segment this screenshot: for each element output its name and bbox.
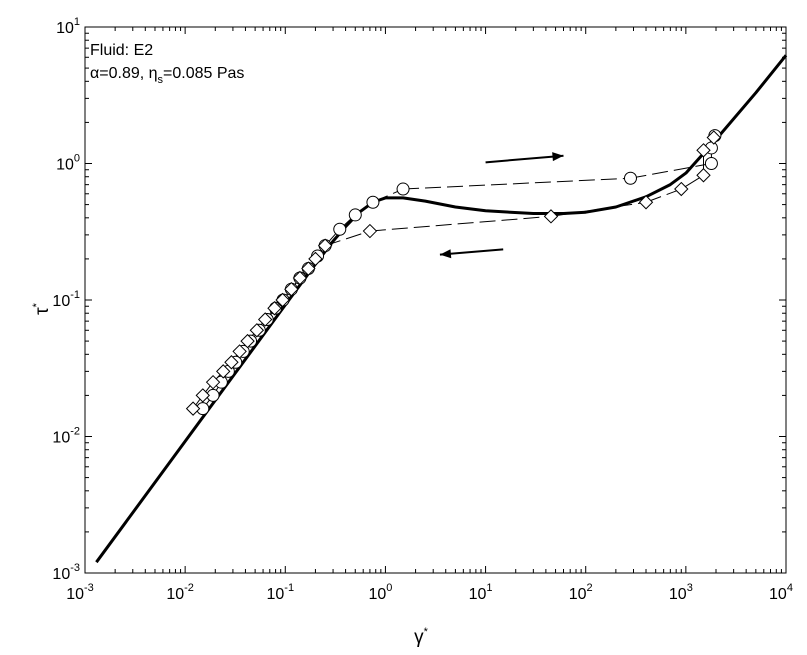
x-tick-base: 10: [769, 586, 787, 603]
up-sweep-connector: [403, 177, 631, 190]
x-tick-label: 10-3: [66, 582, 94, 603]
diamond-marker: [249, 323, 265, 338]
y-tick-base: 10: [56, 157, 74, 174]
x-tick-base: 10: [469, 586, 487, 603]
diamond-marker: [275, 292, 290, 308]
circle-marker: [333, 222, 347, 236]
diamond-marker: [301, 261, 316, 276]
diamond-marker: [257, 312, 273, 327]
up-sweep-connector: [630, 163, 712, 179]
diamond-marker: [232, 344, 247, 359]
annotation-alpha: α=0.89, η: [90, 65, 158, 82]
diamond-marker: [284, 281, 299, 297]
y-tick-base: 10: [56, 20, 74, 37]
direction-arrows: [439, 152, 564, 259]
x-tick-exp: -1: [284, 582, 294, 594]
circle-marker: [366, 195, 380, 209]
diamond-marker: [706, 130, 721, 145]
x-tick-base: 10: [66, 586, 84, 603]
arrow-right-shaft: [485, 154, 564, 164]
y-tick-base: 10: [52, 293, 70, 310]
x-tick-base: 10: [368, 586, 386, 603]
data-markers: [185, 129, 722, 416]
x-tick-label: 104: [769, 582, 793, 603]
y-tick-exp: -2: [70, 426, 80, 438]
model-curve: [95, 54, 788, 564]
y-tick-exp: -3: [70, 562, 80, 574]
y-tick-base: 10: [52, 566, 70, 583]
x-tick-base: 10: [166, 586, 184, 603]
y-tick-exp: 0: [74, 153, 80, 165]
annotation-fluid: Fluid: E2: [90, 42, 153, 59]
diamond-marker: [696, 168, 711, 183]
arrow-right-head: [552, 152, 564, 162]
diamond-marker: [674, 181, 689, 197]
arrow-left-head: [439, 249, 452, 259]
diamond-marker: [362, 223, 378, 239]
diamond-marker: [308, 251, 323, 267]
x-tick-base: 10: [569, 586, 587, 603]
x-tick-label: 103: [669, 582, 693, 603]
circle-marker: [396, 182, 410, 196]
annotation-eta-sub: s: [158, 74, 164, 86]
diamond-marker: [696, 143, 711, 158]
plot-frame: [84, 26, 787, 574]
diamond-marker: [292, 270, 308, 286]
x-tick-label: 10-2: [166, 582, 194, 603]
x-tick-exp: -3: [84, 582, 94, 594]
diamond-marker: [205, 374, 221, 390]
y-tick-label: 101: [56, 16, 80, 37]
x-tick-exp: -2: [184, 582, 194, 594]
x-tick-label: 100: [368, 582, 392, 603]
y-tick-exp: -1: [70, 289, 80, 301]
x-tick-exp: 0: [386, 582, 392, 594]
x-tick-base: 10: [669, 586, 687, 603]
diamond-marker: [195, 388, 210, 403]
circle-marker: [704, 157, 718, 170]
x-tick-label: 102: [569, 582, 593, 603]
y-axis-label-sup: *: [31, 302, 43, 307]
circle-marker: [348, 208, 362, 222]
diamond-marker: [224, 355, 239, 370]
series-lines: [95, 54, 788, 564]
x-tick-label: 10-1: [266, 582, 294, 603]
y-tick-label: 100: [56, 153, 80, 174]
x-axis-label: γ*: [414, 626, 429, 648]
diamond-marker: [638, 195, 654, 210]
x-axis-label-base: γ: [414, 627, 424, 648]
y-tick-label: 10-1: [52, 289, 80, 310]
annotation-parameters: α=0.89, ηs=0.085 Pas: [90, 65, 244, 86]
x-tick-label: 101: [469, 582, 493, 603]
diamond-marker: [216, 364, 231, 379]
y-tick-base: 10: [52, 430, 70, 447]
diamond-marker: [240, 333, 255, 349]
y-tick-label: 10-3: [52, 562, 80, 583]
circle-marker: [623, 171, 637, 185]
y-axis-label-base: τ: [32, 307, 53, 315]
diamond-marker: [267, 301, 282, 316]
x-tick-exp: 3: [687, 582, 693, 594]
annotation-eta-value: =0.085 Pas: [163, 65, 244, 82]
x-tick-exp: 2: [587, 582, 593, 594]
x-axis-label-sup: *: [424, 626, 429, 638]
y-tick-exp: 1: [74, 16, 80, 28]
axis-ticks: [84, 26, 787, 574]
y-axis-label: τ*: [31, 302, 53, 315]
x-tick-exp: 4: [787, 582, 793, 594]
diamond-marker: [543, 209, 559, 224]
diamond-marker: [185, 401, 201, 416]
down-sweep-connector: [369, 215, 552, 232]
diamond-marker: [317, 238, 333, 253]
y-tick-label: 10-2: [52, 426, 80, 447]
tick-labels: 10-3 10-2 10-1 100 101 102 103 10410-310-210-11…: [52, 16, 793, 603]
down-sweep-connector: [645, 188, 682, 203]
x-tick-base: 10: [266, 586, 284, 603]
x-tick-exp: 1: [486, 582, 492, 594]
